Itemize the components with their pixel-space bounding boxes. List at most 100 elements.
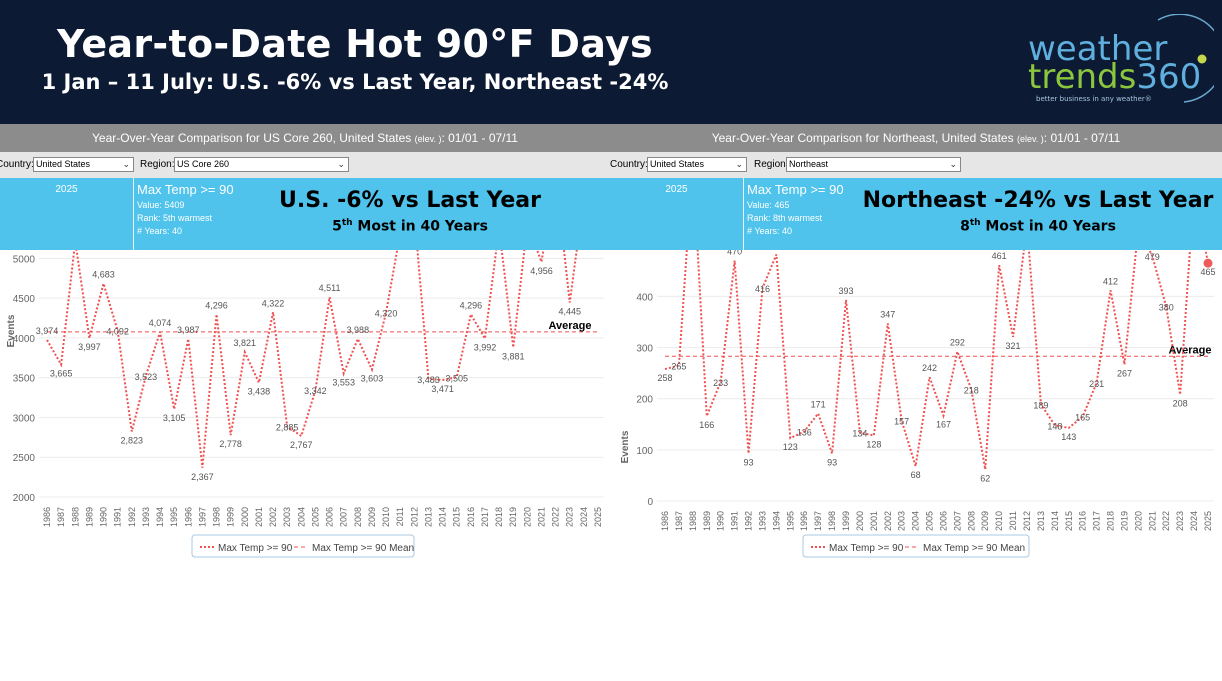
x-tick-label: 1991 [113, 507, 123, 527]
x-tick-label: 2007 [339, 507, 349, 527]
y-tick-label: 400 [636, 292, 653, 303]
data-label: 3,987 [177, 325, 200, 335]
stat-years: # Years: 40 [747, 226, 793, 236]
page-subtitle: 1 Jan – 11 July: U.S. -6% vs Last Year, … [41, 70, 669, 94]
data-label: 4,092 [106, 327, 129, 337]
rank-rest: Most in 40 Years [980, 218, 1116, 235]
stat-headline: Northeast -24% vs Last Year [862, 188, 1214, 213]
data-label: 208 [1173, 399, 1188, 409]
x-tick-label: 1991 [730, 511, 740, 531]
x-tick-label: 1993 [141, 507, 151, 527]
data-label: 4,320 [375, 308, 398, 318]
x-tick-label: 1993 [757, 511, 767, 531]
region-select[interactable]: US Core 260 ⌄ [174, 157, 349, 172]
x-tick-label: 2010 [994, 511, 1004, 531]
y-tick-label: 4000 [13, 334, 36, 345]
data-label: 292 [950, 338, 965, 348]
data-label: 3,523 [135, 372, 158, 382]
y-tick-label: 4500 [13, 294, 36, 305]
x-tick-label: 1989 [84, 507, 94, 527]
x-tick-label: 2025 [593, 507, 603, 527]
x-tick-label: 1999 [841, 511, 851, 531]
x-tick-label: 2003 [897, 511, 907, 531]
region-select-value: US Core 260 [177, 159, 230, 169]
data-label: 93 [744, 457, 754, 467]
stat-year: 2025 [665, 184, 688, 195]
x-tick-label: 2025 [1203, 511, 1213, 531]
x-tick-label: 1990 [99, 507, 109, 527]
logo-swoosh [1157, 14, 1214, 103]
data-label: 412 [1103, 276, 1118, 286]
stat-year: 2025 [55, 184, 78, 195]
data-label: 380 [1159, 303, 1174, 313]
stat-metric: Max Temp >= 90 [137, 182, 234, 197]
x-tick-label: 2001 [869, 511, 879, 531]
data-label: 2,767 [290, 440, 313, 450]
data-label: 3,505 [445, 373, 468, 383]
country-select[interactable]: United States ⌄ [647, 157, 747, 172]
data-label: 4,511 [319, 283, 341, 293]
data-label: 3,821 [234, 338, 257, 348]
data-label: 267 [1117, 368, 1132, 378]
logo-number: 360 [1136, 57, 1202, 97]
data-label: 470 [727, 250, 742, 257]
header-prefix: Year-Over-Year Comparison for Northeast,… [711, 131, 1017, 145]
data-label: 136 [797, 427, 812, 437]
data-label: 258 [657, 373, 672, 383]
region-select[interactable]: Northeast ⌄ [786, 157, 961, 172]
x-tick-label: 2002 [883, 511, 893, 531]
data-label: 2,885 [276, 423, 299, 433]
x-tick-label: 2004 [296, 507, 306, 527]
legend-label-series: Max Temp >= 90 [218, 543, 293, 554]
chart-us-core: 2000250030003500400045005000550060006500… [0, 250, 610, 681]
x-tick-label: 2011 [1008, 511, 1018, 530]
data-label: 465 [1200, 267, 1215, 277]
x-tick-label: 1986 [660, 511, 670, 531]
x-tick-label: 2020 [1133, 511, 1143, 531]
stat-headline: U.S. -6% vs Last Year [279, 188, 541, 213]
header-elev: (elev. ) [414, 134, 442, 144]
data-label: 93 [827, 457, 837, 467]
legend-label-mean: Max Temp >= 90 Mean [923, 543, 1025, 554]
x-tick-label: 2008 [353, 507, 363, 527]
data-label: 3,105 [163, 413, 186, 423]
x-tick-label: 2001 [254, 507, 264, 527]
data-label: 2,823 [121, 436, 144, 446]
data-label: 123 [783, 442, 798, 452]
legend-box [802, 534, 1030, 558]
data-label: 218 [964, 386, 979, 396]
x-tick-label: 2014 [1050, 511, 1060, 531]
country-select[interactable]: United States ⌄ [33, 157, 134, 172]
data-label: 4,445 [558, 306, 581, 316]
y-tick-label: 5000 [13, 254, 36, 265]
data-label: 3,438 [248, 387, 271, 397]
x-tick-label: 2000 [240, 507, 250, 527]
x-tick-label: 1988 [688, 511, 698, 531]
stat-rank: Rank: 8th warmest [747, 213, 823, 223]
chart-plot-group: 0100200300400500600700Events198619871988… [620, 250, 1216, 558]
x-tick-label: 2006 [325, 507, 335, 527]
x-tick-label: 2004 [911, 511, 921, 531]
x-tick-label: 2009 [367, 507, 377, 527]
y-tick-label: 300 [636, 344, 653, 355]
data-label: 171 [811, 400, 826, 410]
rank-number: 8 [960, 218, 970, 235]
data-label: 265 [671, 361, 686, 371]
x-tick-label: 2019 [1119, 511, 1129, 531]
data-label: 242 [922, 363, 937, 373]
x-tick-label: 1998 [827, 511, 837, 531]
legend: Max Temp >= 90 Max Temp >= 90 Mean [802, 534, 1030, 558]
title-banner: Year-to-Date Hot 90°F Days 1 Jan – 11 Ju… [0, 0, 1222, 124]
x-tick-label: 2005 [310, 507, 320, 527]
x-tick-label: 2009 [980, 511, 990, 531]
x-tick-label: 2014 [438, 507, 448, 527]
y-axis-label: Events [620, 430, 631, 463]
x-tick-label: 2015 [452, 507, 462, 527]
panel-us-core: Year-Over-Year Comparison for US Core 26… [0, 124, 610, 681]
x-tick-label: 2022 [551, 507, 561, 527]
x-tick-label: 2017 [1092, 511, 1102, 531]
data-label: 2,778 [219, 439, 242, 449]
y-tick-label: 2500 [13, 453, 36, 464]
x-tick-label: 1994 [155, 507, 165, 527]
region-label: Region: [754, 159, 789, 170]
